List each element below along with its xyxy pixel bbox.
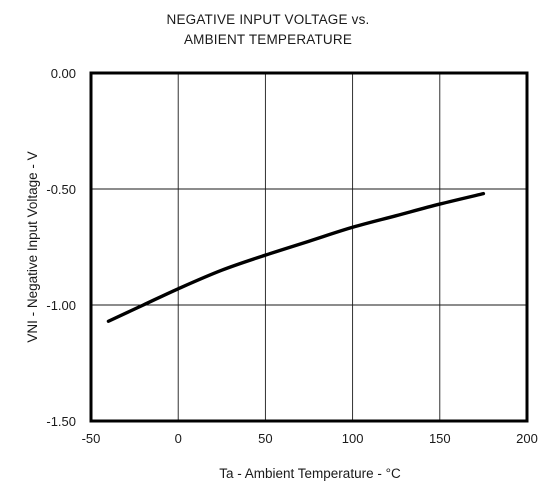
x-tick-label: -50 [82,431,101,446]
tick-labels: -50 0 50 100 150 200 0.00 -0.50 -1.00 -1.50 [46,66,537,446]
x-tick-label: 0 [175,431,182,446]
chart-title: NEGATIVE INPUT VOLTAGE vs. AMBIENT TEMPE… [167,12,370,47]
x-tick-label: 200 [516,431,538,446]
x-tick-label: 100 [342,431,364,446]
series-group [106,191,486,323]
x-tick-label: 150 [429,431,451,446]
chart-title-line-1: NEGATIVE INPUT VOLTAGE vs. [167,12,370,27]
y-axis-label: VNI - Negative Input Voltage - V [25,151,40,342]
y-tick-label: -1.00 [46,298,76,313]
chart-title-line-2: AMBIENT TEMPERATURE [184,32,352,47]
series-line [106,191,486,323]
grid [91,73,527,421]
y-tick-label: -1.50 [46,414,76,429]
x-axis-label: Ta - Ambient Temperature - °C [219,466,401,481]
y-tick-label: -0.50 [46,182,76,197]
y-tick-label: 0.00 [51,66,76,81]
x-tick-label: 50 [258,431,272,446]
plot-frame [89,71,529,423]
